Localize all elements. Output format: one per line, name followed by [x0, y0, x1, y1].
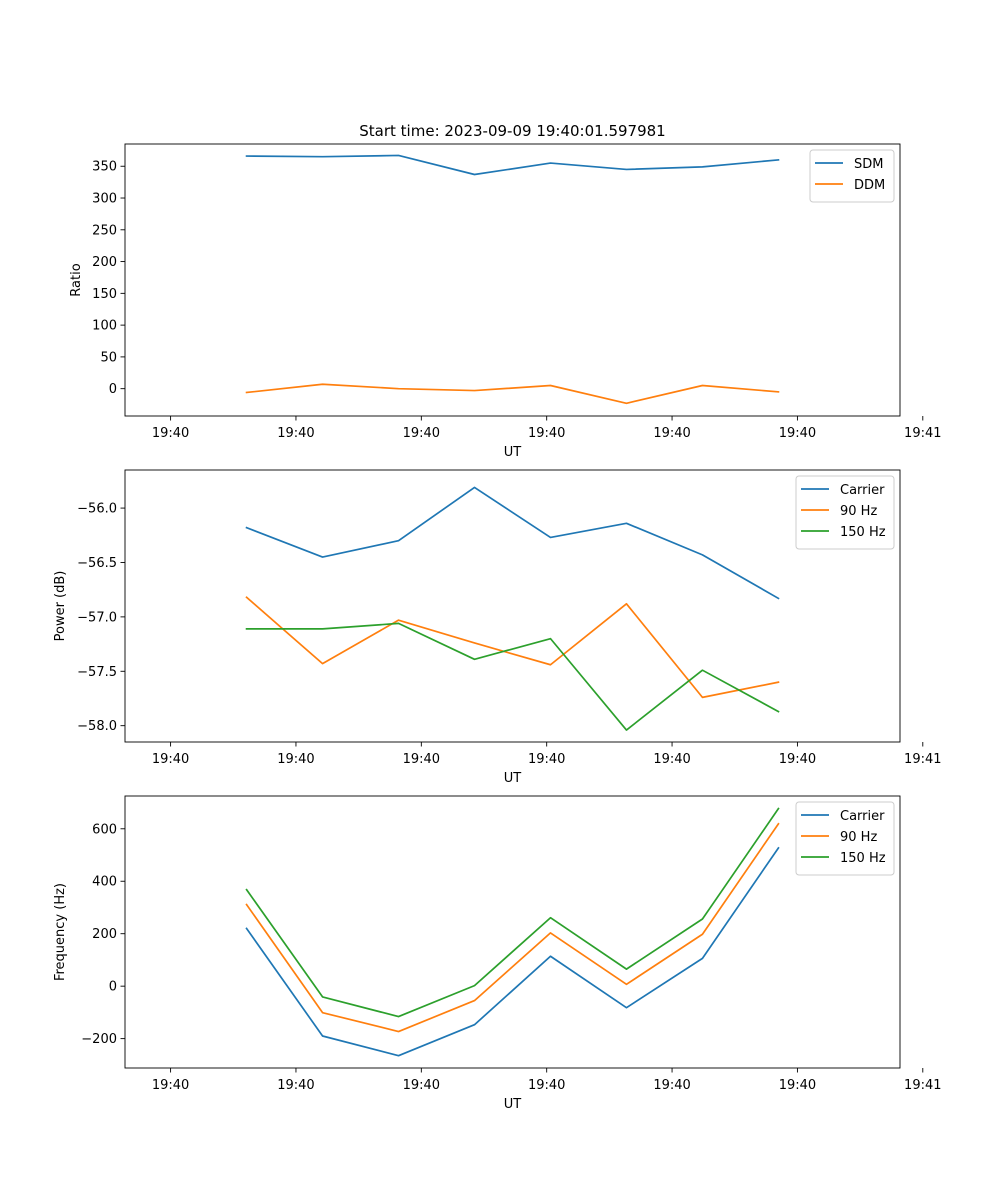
- y-tick-label: 100: [92, 319, 117, 334]
- x-tick-label: 19:41: [904, 752, 941, 767]
- legend-entry: 90 Hz: [840, 830, 877, 845]
- legend-entry: Carrier: [840, 483, 885, 498]
- legend-entry: 90 Hz: [840, 504, 877, 519]
- y-axis-label: Frequency (Hz): [53, 883, 68, 981]
- x-tick-label: 19:40: [653, 426, 690, 441]
- series-line-carrier: [245, 846, 780, 1057]
- series-line-150-hz: [245, 622, 780, 731]
- legend-entry: SDM: [854, 157, 883, 172]
- x-tick-label: 19:40: [653, 1078, 690, 1093]
- y-tick-label: 400: [92, 875, 117, 890]
- x-tick-label: 19:41: [904, 1078, 941, 1093]
- x-tick-label: 19:40: [528, 1078, 565, 1093]
- x-axis-label: UT: [504, 1097, 522, 1112]
- x-tick-label: 19:40: [528, 426, 565, 441]
- axes-frame: [124, 469, 901, 743]
- series-line-sdm: [245, 154, 780, 176]
- y-tick-label: −200: [81, 1032, 117, 1047]
- x-tick-label: 19:40: [152, 1078, 189, 1093]
- y-tick-label: 150: [92, 287, 117, 302]
- x-tick-label: 19:40: [277, 752, 314, 767]
- x-tick-label: 19:40: [277, 1078, 314, 1093]
- x-tick-label: 19:40: [403, 752, 440, 767]
- y-axis-label: Power (dB): [53, 571, 68, 642]
- ratio-panel: 19:40 19:40 19:40 19:40 19:40 19:40 19:41 0 50 10…: [69, 143, 942, 460]
- legend-entry: DDM: [854, 178, 885, 193]
- y-tick-label: −58.0: [77, 719, 117, 734]
- y-tick-label: −57.0: [77, 610, 117, 625]
- series-line-90-hz: [245, 596, 780, 699]
- x-tick-label: 19:40: [403, 1078, 440, 1093]
- y-tick-label: 0: [109, 382, 117, 397]
- power-panel: 19:40 19:40 19:40 19:40 19:40 19:40 19:41 −58.0…: [53, 469, 942, 786]
- y-tick-label: 300: [92, 192, 117, 207]
- y-tick-label: 200: [92, 255, 117, 270]
- axes-frame: [124, 143, 901, 417]
- x-tick-label: 19:40: [277, 426, 314, 441]
- x-axis-label: UT: [504, 771, 522, 786]
- series-line-90-hz: [245, 822, 780, 1033]
- y-tick-label: −56.0: [77, 502, 117, 517]
- y-tick-label: 50: [100, 350, 117, 365]
- y-tick-label: 200: [92, 927, 117, 942]
- y-tick-label: −57.5: [77, 665, 117, 680]
- x-tick-label: 19:41: [904, 426, 941, 441]
- axes-frame: [124, 795, 901, 1069]
- series-line-ddm: [245, 383, 780, 405]
- x-tick-label: 19:40: [779, 1078, 816, 1093]
- legend-entry: Carrier: [840, 809, 885, 824]
- x-tick-label: 19:40: [779, 752, 816, 767]
- x-tick-label: 19:40: [528, 752, 565, 767]
- y-tick-label: 600: [92, 822, 117, 837]
- x-axis-label: UT: [504, 445, 522, 460]
- x-tick-label: 19:40: [653, 752, 690, 767]
- figure-title: Start time: 2023-09-09 19:40:01.597981: [359, 122, 665, 140]
- series-line-150-hz: [245, 807, 780, 1018]
- series-line-carrier: [245, 486, 780, 600]
- x-tick-label: 19:40: [779, 426, 816, 441]
- x-tick-label: 19:40: [152, 426, 189, 441]
- y-tick-label: 0: [109, 980, 117, 995]
- y-tick-label: −56.5: [77, 556, 117, 571]
- frequency-panel: 19:40 19:40 19:40 19:40 19:40 19:40 19:41 −200 0…: [53, 795, 942, 1112]
- y-tick-label: 250: [92, 223, 117, 238]
- x-tick-label: 19:40: [152, 752, 189, 767]
- y-axis-label: Ratio: [69, 263, 84, 296]
- legend-entry: 150 Hz: [840, 525, 886, 540]
- legend-entry: 150 Hz: [840, 851, 886, 866]
- x-tick-label: 19:40: [403, 426, 440, 441]
- y-tick-label: 350: [92, 160, 117, 175]
